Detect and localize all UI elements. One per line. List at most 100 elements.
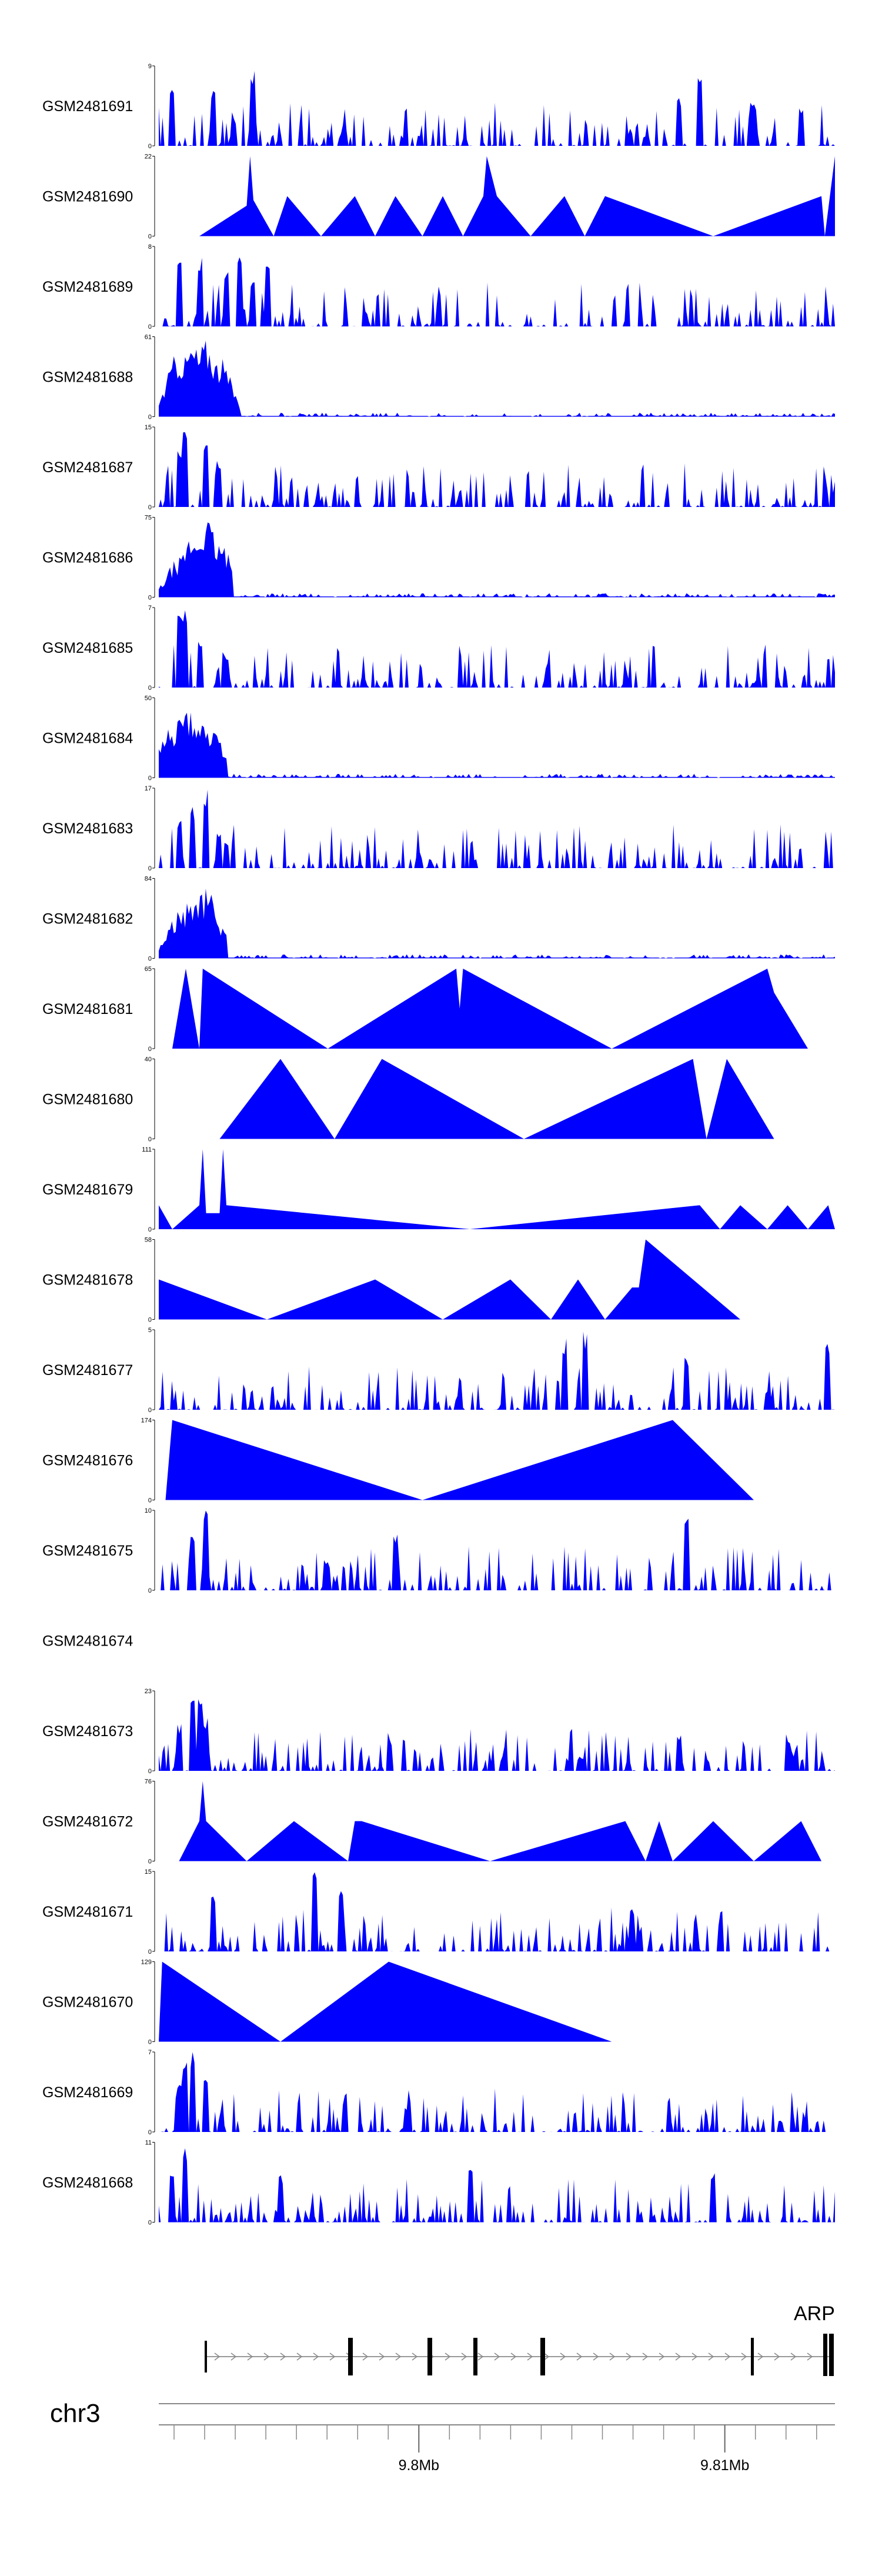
y-max-label: 17 (145, 785, 152, 792)
coverage-area (159, 432, 835, 507)
y-max-label: 111 (142, 1146, 152, 1153)
track-GSM2481669: GSM2481669 7 0 (42, 2049, 835, 2136)
y-min-label: 0 (148, 1948, 152, 1956)
y-max-label: 75 (145, 515, 152, 522)
strand-arrow (510, 2353, 517, 2361)
y-min-label: 0 (148, 323, 152, 331)
track-label: GSM2481677 (42, 1362, 133, 1379)
track-label: GSM2481676 (42, 1453, 133, 1469)
strand-arrow (708, 2353, 714, 2361)
coverage-area (159, 1239, 740, 1320)
y-min-label: 0 (148, 1226, 152, 1233)
coverage-area (159, 1510, 835, 1590)
strand-arrow (609, 2353, 616, 2361)
strand-arrow (214, 2353, 220, 2361)
strand-arrow (757, 2353, 764, 2361)
track-GSM2481668: GSM2481668 11 0 (42, 2140, 835, 2227)
y-max-label: 61 (145, 334, 152, 341)
y-min-label: 0 (148, 2039, 152, 2046)
track-GSM2481690: GSM2481690 22 0 (42, 154, 835, 241)
strand-arrow (494, 2353, 500, 2361)
track-label: GSM2481684 (42, 730, 133, 747)
track-label: GSM2481681 (42, 1001, 133, 1017)
strand-arrow (626, 2353, 632, 2361)
y-max-label: 84 (145, 876, 152, 883)
track-label: GSM2481690 (42, 189, 133, 205)
y-max-label: 5 (148, 1327, 152, 1334)
coverage-area (159, 888, 835, 959)
strand-arrow (461, 2353, 467, 2361)
y-min-label: 0 (148, 233, 152, 241)
coverage-area (159, 610, 835, 688)
track-GSM2481684: GSM2481684 50 0 (42, 695, 835, 782)
y-max-label: 50 (145, 695, 152, 702)
strand-arrow (362, 2353, 369, 2361)
coverage-area (159, 2148, 835, 2223)
gene-exon (473, 2338, 477, 2375)
strand-arrow (560, 2353, 566, 2361)
coverage-area (159, 1332, 835, 1410)
y-max-label: 22 (145, 154, 152, 161)
coverage-area (159, 1699, 835, 1771)
strand-arrow (527, 2353, 533, 2361)
y-min-label: 0 (148, 956, 152, 963)
track-GSM2481670: GSM2481670 129 0 (42, 1959, 612, 2046)
strand-arrow (230, 2353, 237, 2361)
y-max-label: 10 (145, 1507, 152, 1514)
y-min-label: 0 (148, 685, 152, 692)
gene-exon (823, 2334, 827, 2376)
x-tick-label: 9.81Mb (700, 2457, 749, 2474)
track-GSM2481676: GSM2481676 174 0 (42, 1417, 754, 1504)
track-label: GSM2481682 (42, 911, 133, 927)
y-min-label: 0 (148, 414, 152, 421)
track-label: GSM2481683 (42, 820, 133, 837)
strand-arrow (691, 2353, 698, 2361)
y-min-label: 0 (148, 775, 152, 782)
strand-arrow (724, 2353, 731, 2361)
strand-arrow (543, 2353, 550, 2361)
y-min-label: 0 (148, 1768, 152, 1775)
track-GSM2481681: GSM2481681 65 0 (42, 966, 808, 1053)
strand-arrow (576, 2353, 583, 2361)
track-GSM2481674: GSM2481674 (42, 1633, 133, 1650)
coverage-area (199, 156, 835, 236)
y-min-label: 0 (148, 1497, 152, 1504)
track-GSM2481672: GSM2481672 76 0 (42, 1778, 821, 1866)
track-GSM2481680: GSM2481680 40 0 (42, 1056, 774, 1143)
coverage-area (159, 522, 835, 598)
y-min-label: 0 (148, 1136, 152, 1143)
coverage-area (159, 1872, 835, 1951)
track-GSM2481687: GSM2481687 15 0 (42, 424, 835, 511)
y-min-label: 0 (148, 2220, 152, 2227)
gene-exon (205, 2341, 207, 2373)
y-max-label: 23 (145, 1688, 152, 1695)
track-GSM2481675: GSM2481675 10 0 (42, 1507, 835, 1594)
track-label: GSM2481689 (42, 279, 133, 295)
strand-arrow (445, 2353, 451, 2361)
track-label: GSM2481671 (42, 1904, 133, 1920)
strand-arrow (477, 2353, 484, 2361)
gene-strand-arrows (214, 2353, 813, 2361)
coverage-area (159, 1149, 835, 1229)
y-min-label: 0 (148, 595, 152, 602)
x-tick-label: 9.8Mb (399, 2457, 439, 2474)
coverage-area (159, 712, 835, 778)
coverage-area (159, 257, 835, 326)
y-min-label: 0 (148, 1858, 152, 1866)
track-label: GSM2481691 (42, 98, 133, 115)
y-max-label: 15 (145, 424, 152, 431)
track-label: GSM2481687 (42, 459, 133, 476)
track-GSM2481682: GSM2481682 84 0 (42, 876, 835, 963)
track-label: GSM2481678 (42, 1272, 133, 1289)
y-min-label: 0 (148, 504, 152, 511)
y-max-label: 129 (141, 1959, 152, 1966)
strand-arrow (412, 2353, 418, 2361)
strand-arrow (790, 2353, 797, 2361)
y-min-label: 0 (148, 1407, 152, 1414)
track-GSM2481683: GSM2481683 17 0 (42, 785, 835, 872)
track-GSM2481689: GSM2481689 8 0 (42, 243, 835, 331)
y-max-label: 65 (145, 966, 152, 973)
track-GSM2481688: GSM2481688 61 0 (42, 334, 835, 421)
track-label: GSM2481672 (42, 1814, 133, 1830)
track-GSM2481685: GSM2481685 7 0 (42, 605, 835, 692)
